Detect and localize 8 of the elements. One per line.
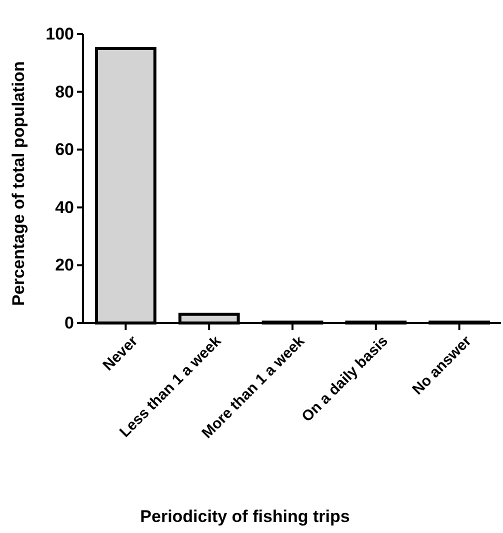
y-axis-title: Percentage of total population [9, 61, 28, 306]
y-tick-label: 100 [46, 24, 74, 44]
x-axis-title: Periodicity of fishing trips [140, 507, 350, 526]
y-tick-label: 60 [55, 140, 74, 160]
y-tick-label: 80 [55, 82, 74, 102]
y-tick-label: 0 [64, 313, 74, 332]
y-tick-label: 40 [55, 198, 74, 217]
y-tick-label: 20 [55, 256, 74, 275]
